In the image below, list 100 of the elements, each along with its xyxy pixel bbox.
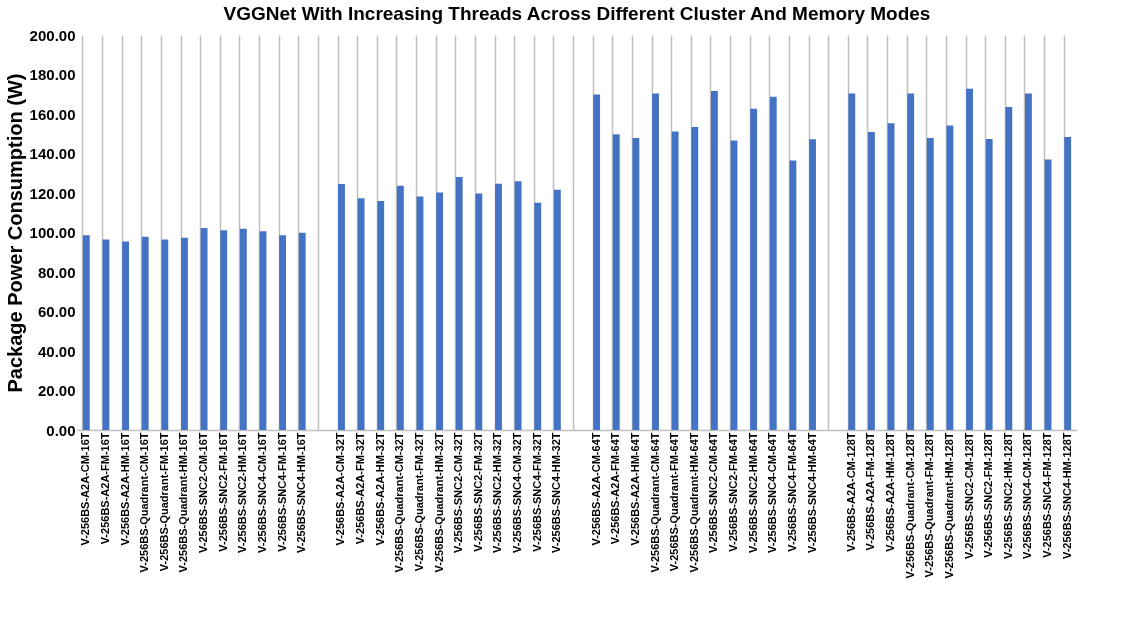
- bar: [710, 90, 718, 430]
- x-tick-label: V-256BS-A2A-HM-32T: [373, 432, 386, 546]
- bar: [848, 93, 856, 430]
- chart-title: VGGNet With Increasing Threads Across Different Cluster And Memory Modes: [223, 3, 931, 24]
- y-tick-label: 0.00: [46, 421, 76, 439]
- x-tick-label: V-256BS-SNC2-HM-64T: [746, 432, 759, 553]
- x-tick-label: V-256BS-Quadrant-CM-16T: [138, 432, 151, 573]
- bar: [907, 93, 915, 430]
- x-tick-label: V-256BS-SNC2-CM-64T: [707, 432, 720, 553]
- x-tick-label: V-256BS-SNC2-FM-128T: [982, 432, 995, 558]
- bar: [867, 131, 875, 430]
- x-tick-label: V-256BS-SNC2-FM-16T: [216, 432, 229, 552]
- x-tick-label: V-256BS-Quadrant-FM-32T: [412, 432, 425, 572]
- bar: [455, 177, 463, 430]
- x-tick-label: V-256BS-SNC2-CM-16T: [197, 432, 210, 553]
- x-tick-label: V-256BS-SNC4-CM-32T: [511, 432, 524, 553]
- bar: [338, 184, 345, 430]
- bar: [926, 137, 934, 430]
- bar: [632, 137, 640, 430]
- x-tick-label: V-256BS-SNC4-FM-16T: [275, 432, 288, 552]
- x-tick-label: V-256BS-A2A-CM-128T: [844, 432, 857, 552]
- x-tick-label: V-256BS-Quadrant-HM-32T: [432, 432, 445, 573]
- bar: [553, 189, 561, 430]
- y-tick-label: 160.00: [29, 105, 76, 123]
- x-tick-label: V-256BS-Quadrant-FM-64T: [668, 432, 681, 572]
- x-tick-label: V-256BS-Quadrant-HM-16T: [177, 432, 190, 573]
- y-tick-label: 200.00: [29, 26, 76, 44]
- x-tick-label: V-256BS-A2A-FM-64T: [609, 432, 622, 545]
- x-tick-label: V-256BS-SNC4-FM-64T: [785, 432, 798, 552]
- y-tick-label: 20.00: [37, 382, 76, 399]
- y-tick-label: 180.00: [29, 66, 76, 83]
- x-tick-label: V-256BS-SNC2-CM-32T: [452, 432, 465, 553]
- x-tick-label: V-256BS-A2A-FM-16T: [98, 432, 111, 545]
- bar: [612, 134, 620, 430]
- bar: [161, 239, 169, 430]
- bar: [200, 227, 208, 430]
- bar: [436, 192, 444, 430]
- x-tick-label: V-256BS-SNC4-HM-64T: [805, 432, 818, 553]
- bar: [946, 125, 954, 430]
- bar: [966, 88, 973, 430]
- bar: [181, 237, 188, 430]
- bar: [377, 200, 385, 430]
- bar: [475, 193, 483, 430]
- x-tick-label: V-256BS-SNC4-HM-128T: [1060, 432, 1073, 560]
- bar: [220, 230, 228, 430]
- y-tick-label: 140.00: [29, 145, 76, 162]
- bar: [809, 139, 816, 430]
- bar: [396, 185, 404, 430]
- bar: [141, 236, 149, 430]
- bar: [82, 235, 90, 430]
- x-tick-label: V-256BS-SNC2-HM-128T: [1001, 432, 1014, 560]
- x-tick-label: V-256BS-SNC2-FM-64T: [727, 432, 740, 552]
- bar: [1024, 93, 1032, 430]
- x-tick-label: V-256BS-SNC4-CM-128T: [1021, 432, 1034, 560]
- x-tick-label: V-256BS-SNC4-FM-32T: [530, 432, 543, 552]
- bar: [652, 93, 659, 430]
- bar: [750, 108, 758, 430]
- y-tick-label: 80.00: [37, 263, 76, 281]
- bar: [357, 198, 365, 430]
- x-tick-label: V-256BS-SNC4-FM-128T: [1041, 432, 1054, 558]
- y-tick-label: 100.00: [29, 224, 76, 241]
- x-tick-label: V-256BS-SNC4-CM-16T: [255, 432, 268, 553]
- y-tick-label: 60.00: [37, 303, 76, 320]
- x-tick-label: V-256BS-A2A-CM-32T: [334, 432, 347, 546]
- x-tick-label: V-256BS-SNC4-CM-64T: [766, 432, 779, 553]
- x-tick-label: V-256BS-SNC2-CM-128T: [962, 432, 975, 560]
- x-tick-label: V-256BS-Quadrant-HM-128T: [942, 432, 955, 579]
- y-tick-label: 120.00: [29, 184, 76, 202]
- y-axis-title: Package Power Consumption (W): [3, 73, 26, 393]
- x-tick-label: V-256BS-SNC2-HM-16T: [236, 432, 249, 553]
- x-tick-label: V-256BS-Quadrant-FM-16T: [157, 432, 170, 572]
- x-tick-label: V-256BS-A2A-HM-128T: [884, 432, 897, 552]
- x-tick-label: V-256BS-A2A-HM-16T: [118, 432, 131, 546]
- y-tick-label: 40.00: [37, 342, 76, 360]
- bar: [122, 241, 130, 430]
- bar: [593, 94, 601, 430]
- bar: [495, 183, 502, 430]
- bar: [279, 235, 287, 430]
- bar: [985, 138, 993, 430]
- bar: [239, 228, 247, 430]
- bar: [789, 160, 797, 430]
- bar: [671, 131, 679, 430]
- x-tick-label: V-256BS-A2A-FM-128T: [864, 432, 877, 551]
- bar: [769, 96, 777, 430]
- bar: [1064, 137, 1072, 430]
- x-tick-label: V-256BS-Quadrant-HM-64T: [687, 432, 700, 573]
- x-tick-label: V-256BS-A2A-CM-64T: [589, 432, 602, 546]
- x-tick-label: V-256BS-Quadrant-CM-64T: [648, 432, 661, 573]
- bar: [534, 202, 542, 430]
- x-tick-label: V-256BS-A2A-HM-64T: [628, 432, 641, 546]
- x-tick-label: V-256BS-A2A-CM-16T: [79, 432, 92, 546]
- bar: [1005, 106, 1013, 430]
- x-tick-label: V-256BS-A2A-FM-32T: [354, 432, 367, 545]
- x-tick-label: V-256BS-Quadrant-FM-128T: [923, 432, 936, 578]
- x-tick-label: V-256BS-SNC4-HM-16T: [295, 432, 308, 553]
- bar: [691, 127, 699, 430]
- x-tick-label: V-256BS-SNC2-HM-32T: [491, 432, 504, 553]
- x-tick-label: V-256BS-Quadrant-CM-128T: [903, 432, 916, 579]
- x-tick-label: V-256BS-Quadrant-CM-32T: [393, 432, 406, 573]
- bar: [298, 232, 306, 430]
